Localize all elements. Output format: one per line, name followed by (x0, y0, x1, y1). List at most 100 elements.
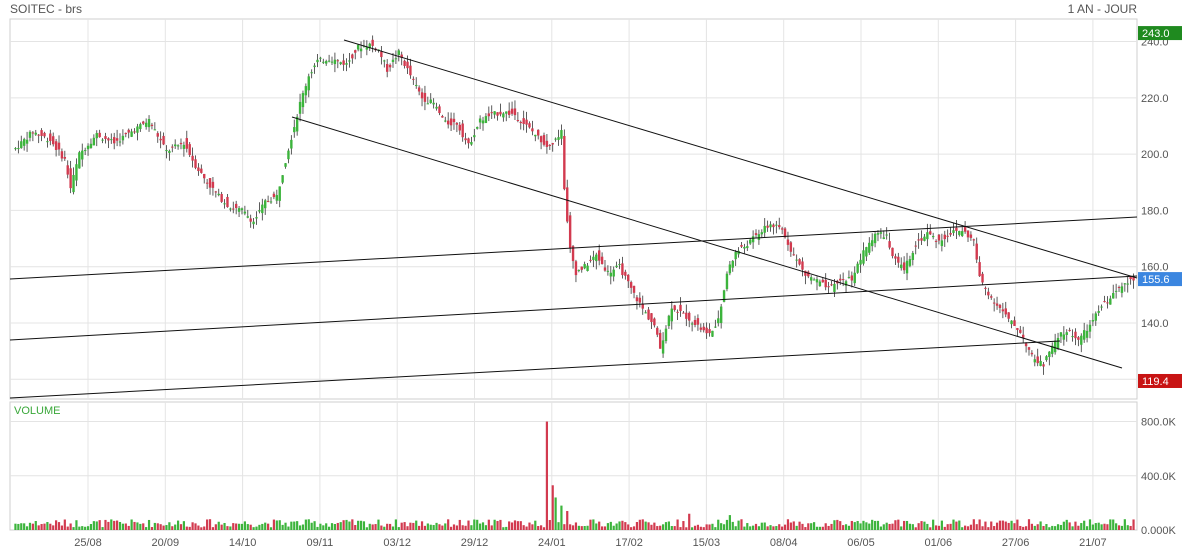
volume-bar (307, 519, 310, 530)
candle (49, 129, 52, 146)
candle (121, 129, 125, 145)
volume-bar (1010, 520, 1013, 530)
candle (1053, 333, 1057, 355)
candle-body (545, 140, 549, 147)
candle (897, 252, 900, 268)
candle-body (905, 260, 909, 274)
candle (1114, 283, 1118, 299)
volume-bar (89, 524, 93, 530)
candle-body (237, 208, 241, 212)
volume-bar (615, 523, 618, 530)
candle-body (98, 132, 101, 138)
volume-bar (731, 521, 734, 530)
volume-bar (630, 527, 633, 530)
candle (176, 144, 180, 150)
volume-bar (391, 526, 395, 530)
volume-bar (516, 521, 519, 530)
candle (1024, 342, 1028, 353)
volume-bar (200, 527, 203, 530)
candle (400, 51, 403, 66)
candle (264, 198, 267, 215)
candle-body (397, 50, 400, 56)
candle-body (290, 139, 293, 149)
x-tick-label: 29/12 (461, 537, 489, 549)
candle-body (1021, 334, 1025, 338)
candle-body (792, 254, 795, 256)
candle (879, 228, 883, 239)
x-tick-label: 24/01 (538, 537, 566, 549)
candle-body (563, 136, 566, 190)
candle (313, 63, 316, 74)
candle (760, 229, 764, 238)
candle-body (560, 130, 563, 139)
volume-bar (571, 525, 575, 530)
candle (929, 224, 932, 236)
candle-body (763, 225, 766, 233)
volume-bar (943, 526, 946, 530)
candle-body (200, 168, 203, 173)
candle (931, 232, 935, 240)
volume-bar (795, 525, 798, 530)
candle (281, 175, 284, 185)
candle (513, 100, 517, 121)
candle (568, 211, 572, 253)
volume-bar (229, 526, 232, 530)
volume-bar (388, 523, 392, 530)
candle-body (258, 210, 261, 212)
candle-body (14, 148, 17, 150)
candle-body (685, 312, 688, 319)
candle (609, 266, 613, 285)
volume-bar (1109, 519, 1112, 530)
candle (728, 261, 732, 276)
candle-body (664, 328, 668, 342)
candle-body (49, 133, 52, 142)
volume-bar (749, 526, 752, 530)
candle (528, 121, 531, 129)
candle-body (104, 136, 107, 139)
candle-body (1068, 329, 1071, 331)
candle (266, 195, 270, 203)
candle-body (34, 132, 37, 135)
candle (937, 234, 941, 245)
candle-body (566, 187, 569, 222)
candle (577, 269, 581, 273)
candle-body (536, 129, 540, 136)
volume-bar (426, 523, 429, 530)
candle-body (281, 175, 284, 183)
candle-body (57, 142, 61, 150)
volume-bar (708, 524, 711, 530)
candle-body (891, 247, 894, 257)
candlestick-series (14, 35, 1135, 375)
x-tick-label: 06/05 (847, 537, 875, 549)
candle (1039, 355, 1042, 367)
volume-bar (452, 524, 456, 530)
candle-body (60, 151, 64, 159)
chart-period[interactable]: 1 AN - JOUR (1067, 2, 1137, 16)
candle (78, 150, 81, 169)
volume-bar (775, 526, 778, 530)
candle-body (142, 121, 145, 124)
candle (850, 271, 854, 288)
candle-body (441, 116, 444, 118)
candle-body (351, 54, 354, 59)
volume-tick-label: 400.0K (1141, 471, 1177, 483)
trend-line (343, 39, 1138, 279)
candle (237, 205, 241, 217)
candle-body (17, 148, 20, 150)
candle-body (432, 102, 435, 105)
candle (536, 129, 540, 140)
candle-body (812, 279, 816, 281)
candle-body (818, 281, 822, 287)
volume-bar (432, 525, 435, 530)
candle-body (127, 129, 130, 133)
candle (525, 111, 528, 133)
candle (17, 140, 20, 154)
candle (391, 53, 395, 68)
candle (519, 120, 522, 130)
volume-bar (206, 519, 209, 530)
volume-bar (647, 522, 650, 530)
volume-bar (220, 524, 223, 530)
candle (1091, 313, 1095, 327)
candle (1126, 276, 1129, 293)
candle (818, 279, 822, 287)
